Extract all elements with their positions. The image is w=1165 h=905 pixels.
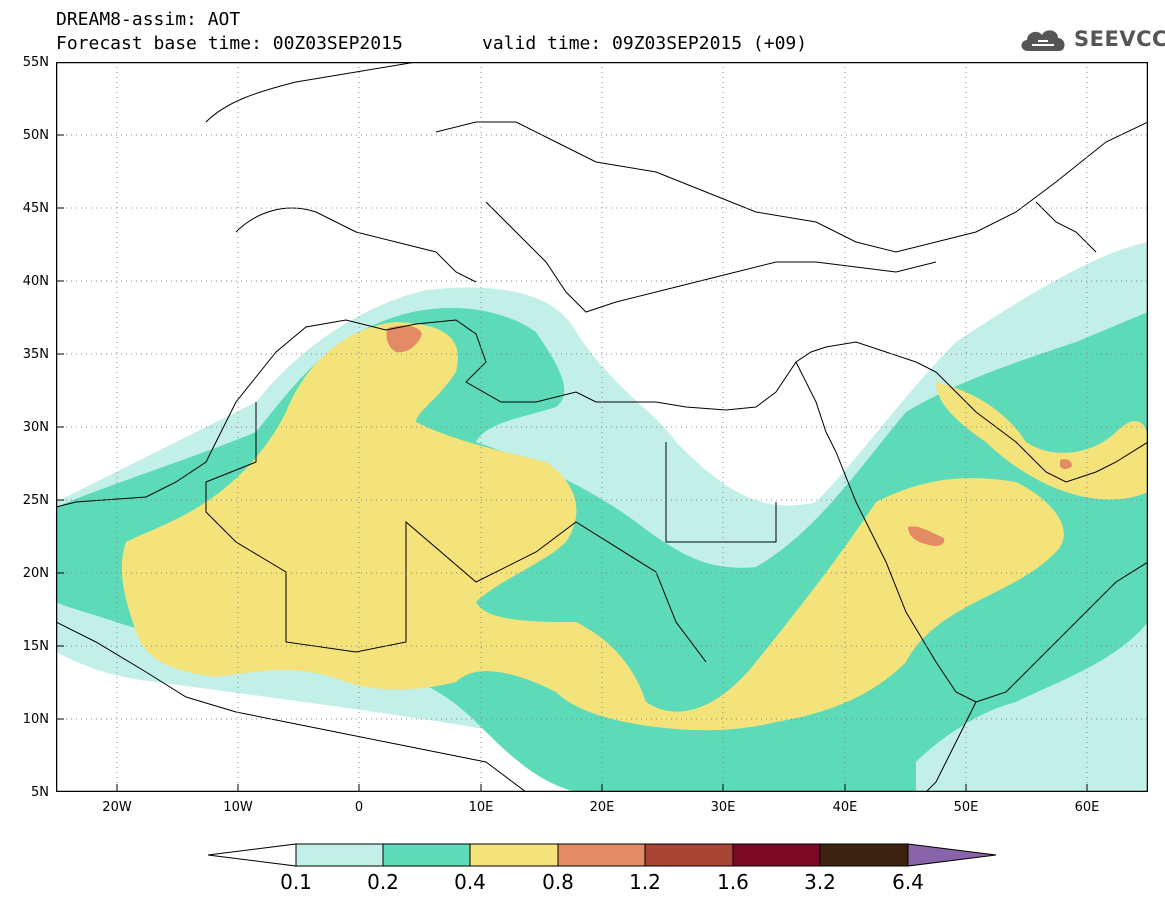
- lat-lon-grid: [56, 62, 1148, 792]
- lat-label: 25N: [22, 493, 49, 508]
- lon-label: 0: [354, 800, 364, 815]
- aot-shading-0.4: [121, 322, 1148, 731]
- colorbar-segment: [469, 843, 559, 867]
- colorbar-segment: [732, 843, 821, 867]
- colorbar-label: 1.6: [717, 870, 749, 894]
- colorbar-label: 6.4: [892, 870, 924, 894]
- lat-label: 50N: [22, 128, 49, 143]
- lon-label: 20W: [102, 800, 132, 815]
- colorbar-label: 0.4: [454, 870, 486, 894]
- colorbar-segment: [557, 843, 646, 867]
- lon-label: 10W: [223, 800, 253, 815]
- lat-label: 45N: [22, 201, 49, 216]
- colorbar-segment: [644, 843, 734, 867]
- colorbar-label: 1.2: [629, 870, 661, 894]
- lon-label: 30E: [710, 800, 736, 815]
- aot-shading-0.8: [386, 325, 1072, 546]
- lat-label: 55N: [22, 55, 49, 70]
- colorbar-label: 3.2: [804, 870, 836, 894]
- lat-label: 20N: [22, 566, 49, 581]
- colorbar-under-arrow: [207, 843, 297, 867]
- lat-label: 15N: [22, 639, 49, 654]
- colorbar-label: 0.2: [367, 870, 399, 894]
- colorbar-over-arrow: [907, 843, 997, 867]
- map-title: DREAM8-assim: AOT: [56, 9, 241, 30]
- lat-label: 5N: [31, 785, 49, 800]
- cloud-logo-icon: [1021, 30, 1065, 51]
- colorbar: [207, 843, 997, 867]
- colorbar-label: 0.1: [280, 870, 312, 894]
- lon-label: 60E: [1074, 800, 1100, 815]
- lat-label: 30N: [22, 420, 49, 435]
- forecast-base-time: Forecast base time: 00Z03SEP2015: [56, 33, 403, 54]
- logo-text: SEEVCCC: [1074, 27, 1165, 51]
- lon-label: 10E: [468, 800, 494, 815]
- lon-label: 20E: [589, 800, 615, 815]
- colorbar-segment: [295, 843, 384, 867]
- seevccc-logo: SEEVCCC: [1018, 22, 1165, 56]
- lon-label: 40E: [832, 800, 858, 815]
- map-frame: [56, 62, 1148, 792]
- lon-label: 50E: [953, 800, 979, 815]
- lat-label: 40N: [22, 274, 49, 289]
- lat-label: 10N: [22, 712, 49, 727]
- coastlines-borders: [56, 62, 1148, 792]
- lat-label: 35N: [22, 347, 49, 362]
- colorbar-segment: [382, 843, 471, 867]
- valid-time: valid time: 09Z03SEP2015 (+09): [482, 33, 808, 54]
- colorbar-label: 0.8: [542, 870, 574, 894]
- aot-map: [56, 62, 1148, 792]
- colorbar-segment: [819, 843, 909, 867]
- axis-ticks: [56, 134, 1088, 792]
